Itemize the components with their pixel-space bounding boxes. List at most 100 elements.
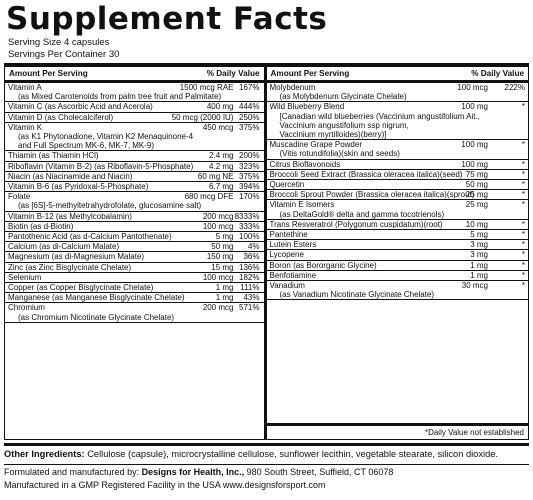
nutrient-amount: 100 mcg	[202, 221, 234, 231]
nutrient-amount: 25 mg	[465, 190, 488, 200]
nutrient-daily-value: *	[521, 180, 525, 190]
nutrient-amount: 1 mg	[470, 260, 488, 270]
divider	[4, 464, 529, 465]
nutrient-daily-value: 170%	[239, 192, 260, 202]
nutrient-name: Vitamin E Isomers	[269, 200, 335, 210]
nutrient-amount: 100 mcg	[457, 83, 488, 92]
nutrient-amount: 1 mg	[215, 283, 234, 293]
nutrient-source: (Vitis rotundifolia)(skin and seeds)	[279, 149, 400, 159]
nutrient-row: Magnesium (as di-Magnesium Malate) 150 mg…	[5, 252, 264, 263]
nutrient-name: Riboflavin (Vitamin B-2) (as Riboflavin-…	[8, 161, 194, 171]
nutrient-amount: 450 mcg	[202, 122, 234, 132]
nutrient-row: Boron (as Bororganic Glycine) 1 mg *	[266, 260, 528, 271]
other-ingredients: Other Ingredients: Cellulose (capsule), …	[4, 443, 529, 460]
other-ingredients-text: Cellulose (capsule), microcrystalline ce…	[87, 449, 498, 459]
nutrient-row: Selenium 100 mcg 182%	[5, 272, 264, 284]
nutrient-source: (as Mixed Carotenoids from palm tree fru…	[18, 92, 222, 102]
nutrient-daily-value: *	[521, 250, 525, 260]
nutrient-source: (as Chromium Nicotinate Glycinate Chelat…	[18, 312, 175, 322]
nutrient-row: Vitamin B-12 (as Methylcobalamin) 200 mcg…	[5, 212, 264, 222]
nutrient-daily-value: 4%	[247, 242, 260, 252]
daily-value-heading: % Daily Value	[471, 69, 524, 78]
nutrient-amount: 50 mg	[465, 180, 488, 190]
nutrient-name: Lycopene	[269, 250, 304, 260]
nutrient-name: Niacin (as Niacinamide and Niacin)	[8, 171, 133, 181]
nutrient-name: Broccoli Sprout Powder (Brassica olerace…	[269, 190, 475, 200]
nutrient-daily-value: *	[521, 159, 525, 169]
nutrient-daily-value: 375%	[239, 122, 260, 132]
nutrient-source: Vaccinium angustifolium ssp nigrum,	[279, 120, 409, 130]
nutrient-row: Biotin (as d-Biotin) 100 mcg 333%	[5, 221, 264, 233]
nutrient-name: Biotin (as d-Biotin)	[8, 221, 74, 231]
nutrient-row: Vitamin C (as Ascorbic Acid and Acerola)…	[5, 102, 264, 113]
nutrient-daily-value: *	[521, 281, 525, 291]
nutrient-source: (as Vanadium Nicotinate Glycinate Chelat…	[279, 290, 435, 300]
nutrient-row: Niacin (as Niacinamide and Niacin) 60 mg …	[5, 171, 264, 183]
nutrient-daily-value: *	[521, 240, 525, 250]
servings-per-container: Servings Per Container 30	[8, 49, 120, 60]
nutrient-row: Zinc (as Zinc Bisglycinate Chelate) 15 mg…	[5, 263, 264, 273]
nutrient-amount: 100 mg	[461, 140, 488, 150]
nutrient-amount: 680 mcg DFE	[184, 192, 234, 202]
nutrient-name: Calcium (as di-Calcium Malate)	[8, 242, 120, 252]
nutrient-daily-value: 375%	[239, 171, 260, 181]
nutrient-daily-value: 200%	[239, 151, 260, 161]
nutrient-name: Zinc (as Zinc Bisglycinate Chelate)	[8, 262, 132, 272]
nutrient-name: Chromium	[8, 303, 45, 313]
nutrient-row: Lutein Esters 3 mg *	[266, 240, 528, 251]
nutrient-amount: 6.7 mg	[209, 182, 234, 192]
nutrient-daily-value: 222%	[504, 83, 525, 92]
nutrient-row: Trans Resveratrol (Polygonum cuspidatum)…	[266, 219, 528, 231]
nutrient-name: Muscadine Grape Powder	[269, 140, 363, 150]
nutrient-row: Pantothenic Acid (as d-Calcium Pantothen…	[5, 232, 264, 243]
facts-panel: Amount Per Serving % Daily Value Vitamin…	[4, 63, 529, 440]
nutrient-row: Riboflavin (Vitamin B-2) (as Riboflavin-…	[5, 162, 264, 172]
nutrient-daily-value: 333%	[239, 221, 260, 231]
nutrient-daily-value: 167%	[239, 83, 260, 92]
nutrient-name: Vitamin B-12 (as Methylcobalamin)	[8, 211, 132, 221]
nutrient-amount: 15 mg	[211, 262, 234, 272]
nutrient-name: Boron (as Bororganic Glycine)	[269, 260, 377, 270]
nutrient-amount: 3 mg	[470, 240, 488, 250]
nutrient-amount: 60 mg NE	[197, 171, 234, 181]
nutrient-daily-value: 323%	[239, 161, 260, 171]
nutrient-row: Copper (as Copper Bisglycinate Chelate) 1…	[5, 283, 264, 294]
nutrient-name: Vitamin K	[8, 122, 43, 132]
nutrient-daily-value: 571%	[239, 303, 260, 313]
nutrient-name: Pantothenic Acid (as d-Calcium Pantothen…	[8, 232, 172, 242]
nutrient-row: Calcium (as di-Calcium Malate) 50 mg 4%	[5, 242, 264, 253]
nutrient-source: (as Molybdenum Glycinate Chelate)	[279, 92, 407, 102]
nutrient-amount: 100 mg	[461, 102, 488, 112]
nutrient-row: Vanadium (as Vanadium Nicotinate Glycinat…	[266, 281, 528, 301]
nutrient-row: Vitamin E Isomers (as DeltaGold® delta an…	[266, 200, 528, 220]
nutrient-row: Lycopene 3 mg *	[266, 250, 528, 261]
manufacturer-address: 980 South Street, Suffield, CT 06078	[246, 467, 394, 477]
nutrient-daily-value: 250%	[239, 112, 260, 122]
nutrient-row: Thiamin (as Thiamin HCl) 2.4 mg 200%	[5, 151, 264, 162]
manufacturer-line: Formulated and manufactured by: Designs …	[4, 467, 529, 478]
nutrient-source: Vaccinium myrtilloides)(berry)]	[279, 130, 387, 140]
right-column: Amount Per Serving % Daily Value Molybde…	[266, 67, 528, 439]
nutrient-amount: 150 mg	[206, 252, 234, 262]
nutrient-daily-value: 182%	[239, 272, 260, 282]
nutrient-amount: 50 mcg (2000 IU)	[171, 112, 234, 122]
left-nutrient-list: Vitamin A (as Mixed Carotenoids from palm…	[5, 83, 264, 323]
nutrient-name: Molybdenum	[269, 83, 316, 92]
nutrient-amount: 200 mcg	[202, 303, 234, 313]
nutrient-row: Vitamin K (as K1 Phytonadione, Vitamin K2…	[5, 123, 264, 152]
nutrient-daily-value: 111%	[240, 283, 260, 293]
nutrient-amount: 30 mcg	[461, 281, 488, 291]
nutrient-source: (as DeltaGold® delta and gamma tocotrien…	[279, 209, 445, 219]
nutrient-daily-value: *	[521, 270, 525, 280]
nutrient-name: Pantethine	[269, 230, 308, 240]
nutrient-amount: 75 mg	[465, 169, 488, 179]
nutrient-amount: 1 mg	[215, 293, 234, 303]
nutrient-row: Broccoli Seed Extract (Brassica oleracea…	[266, 169, 528, 181]
nutrient-daily-value: *	[521, 102, 525, 112]
nutrient-name: Trans Resveratrol (Polygonum cuspidatum)…	[269, 219, 443, 229]
nutrient-row: Pantethine 5 mg *	[266, 230, 528, 241]
nutrient-name: Vanadium	[269, 281, 305, 291]
nutrient-name: Citrus Bioflavonoids	[269, 159, 341, 169]
nutrient-name: Benfotiamine	[269, 270, 317, 280]
nutrient-amount: 4.2 mg	[209, 161, 234, 171]
